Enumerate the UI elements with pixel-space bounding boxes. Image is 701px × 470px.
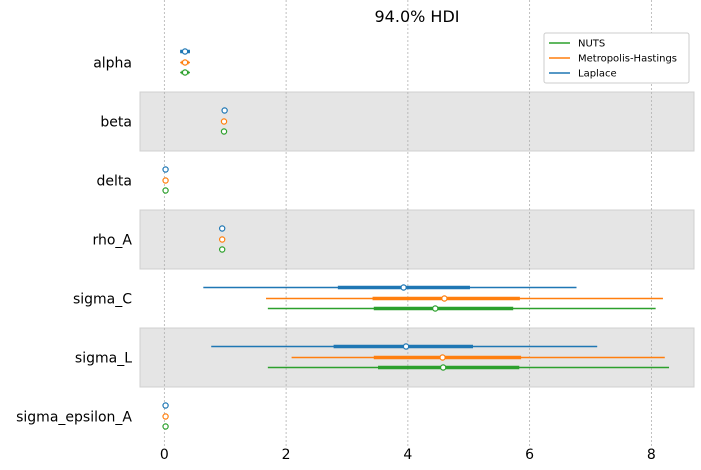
row-band-beta: [139, 91, 695, 152]
x-tick-label: 8: [647, 447, 656, 463]
median-point-metropolis-hastings-delta: [162, 177, 169, 184]
x-tick-label: 6: [525, 447, 534, 463]
median-point-laplace-alpha: [181, 48, 189, 55]
x-axis-labels: 0 2 4 6 8: [160, 447, 656, 463]
legend-label-laplace: Laplace: [578, 69, 617, 80]
legend-frame: [543, 32, 690, 84]
median-point-nuts-sigma_L: [439, 364, 447, 371]
median-point-nuts-delta: [162, 187, 169, 194]
y-tick-label-beta: beta: [100, 115, 132, 131]
median-point-metropolis-hastings-sigma_L: [439, 354, 446, 361]
median-point-metropolis-hastings-sigma_C: [441, 295, 448, 302]
median-point-laplace-delta: [162, 166, 169, 173]
y-tick-label-delta: delta: [97, 174, 132, 190]
median-point-nuts-rho_A: [218, 246, 226, 253]
median-point-nuts-sigma_C: [432, 305, 439, 312]
median-point-metropolis-hastings-alpha: [181, 59, 189, 66]
median-point-laplace-beta: [221, 107, 228, 114]
legend: NUTS Metropolis-Hastings Laplace: [543, 32, 690, 84]
legend-label-nuts: NUTS: [578, 39, 605, 50]
legend-label-metropolis-hastings: Metropolis-Hastings: [578, 54, 677, 65]
y-tick-label-rho_A: rho_A: [92, 233, 132, 249]
median-point-metropolis-hastings-rho_A: [218, 236, 226, 243]
y-tick-label-alpha: alpha: [93, 56, 132, 72]
row-band-rho_A: [139, 209, 695, 270]
median-point-metropolis-hastings-sigma_epsilon_A: [162, 413, 169, 420]
y-axis-labels: alpha beta delta rho_A sigma_C sigma_L sigma_e…: [16, 56, 132, 426]
x-tick-label: 0: [160, 447, 169, 463]
chart-marks: [162, 48, 670, 430]
median-point-laplace-sigma_epsilon_A: [162, 402, 169, 409]
y-tick-label-sigma_epsilon_A: sigma_epsilon_A: [16, 410, 132, 426]
x-tick-label: 4: [403, 447, 412, 463]
median-point-laplace-rho_A: [218, 225, 226, 232]
median-point-metropolis-hastings-beta: [220, 118, 228, 125]
x-tick-label: 2: [282, 447, 291, 463]
y-tick-label-sigma_C: sigma_C: [73, 292, 132, 308]
median-point-laplace-sigma_C: [400, 284, 407, 291]
chart-title: 94.0% HDI: [375, 7, 460, 26]
median-point-nuts-beta: [220, 128, 228, 135]
y-tick-label-sigma_L: sigma_L: [75, 351, 132, 367]
median-point-laplace-sigma_L: [402, 343, 410, 350]
median-point-nuts-sigma_epsilon_A: [162, 423, 169, 430]
median-point-nuts-alpha: [181, 69, 189, 76]
